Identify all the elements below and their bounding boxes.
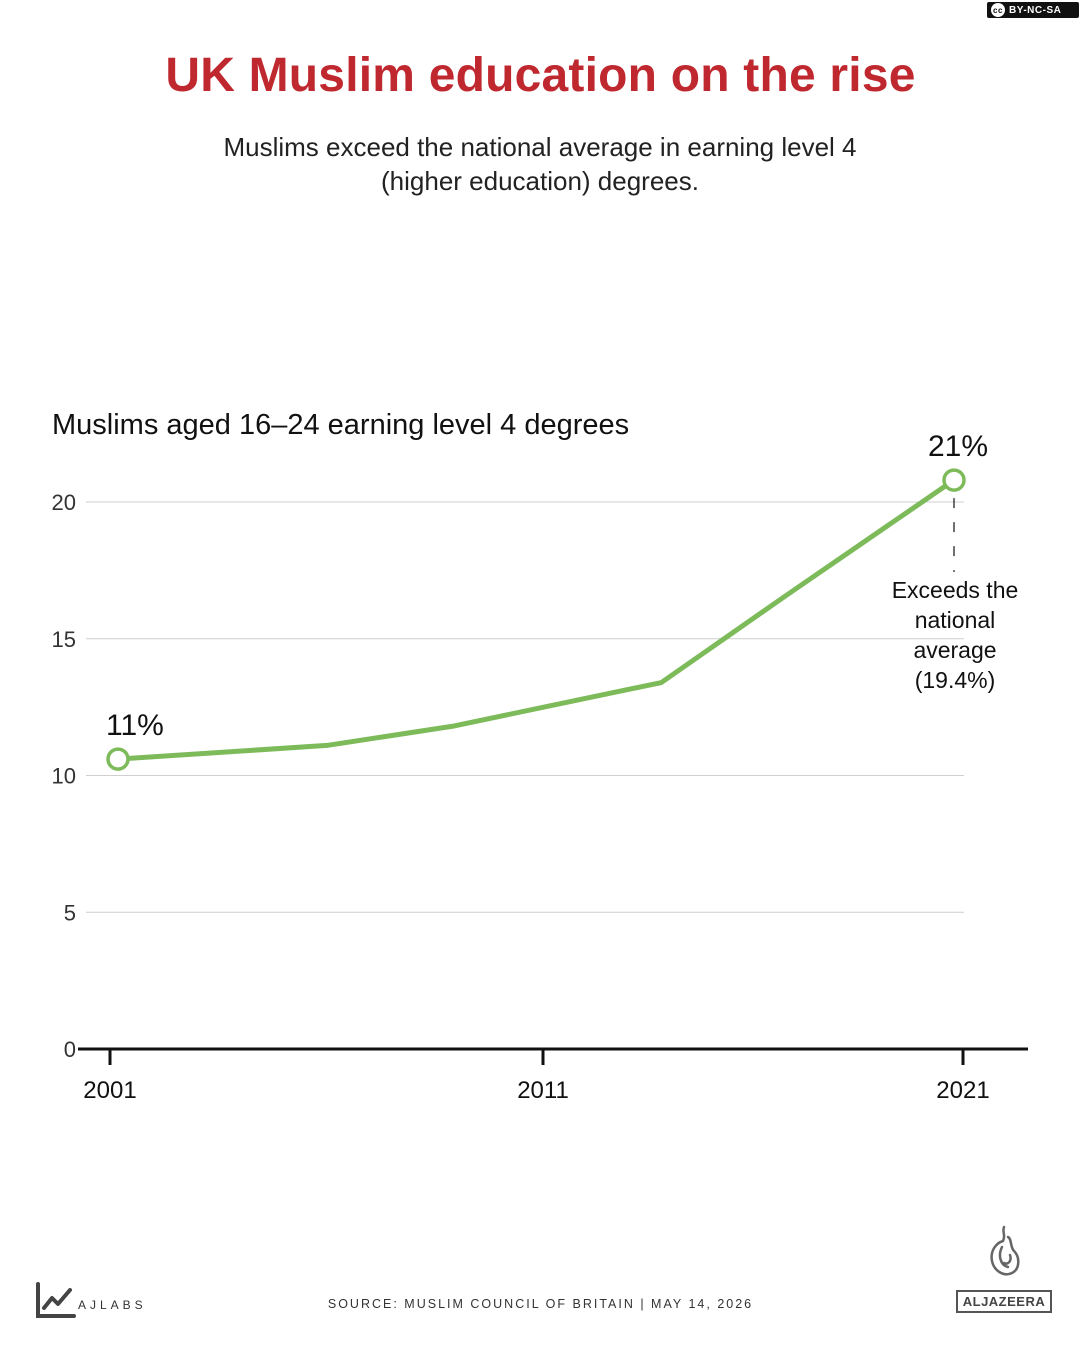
license-text: BY-NC-SA <box>1009 4 1062 16</box>
end-point-marker <box>942 468 966 492</box>
annotation-line-2: national <box>915 607 996 633</box>
x-tick-label-2021: 2021 <box>936 1077 989 1104</box>
annotation-line-1: Exceeds the <box>892 577 1019 603</box>
series-layer <box>106 468 966 771</box>
subtitle-line-2: (higher education) degrees. <box>381 166 699 196</box>
y-tick-label-10: 10 <box>52 764 76 789</box>
y-tick-label-5: 5 <box>64 900 76 925</box>
annotation-line-4: (19.4%) <box>915 667 996 693</box>
source-line: SOURCE: MUSLIM COUNCIL OF BRITAIN | MAY … <box>327 1297 754 1311</box>
series-line-0 <box>115 477 957 762</box>
line-chart-icon <box>36 1282 76 1318</box>
annotation-layer: 11% 21% Exceeds the national average (19.4%) <box>106 430 1018 742</box>
license-badge: cc BY-NC-SA <box>987 2 1079 18</box>
start-point-marker <box>106 747 130 771</box>
page-title: UK Muslim education on the rise <box>165 49 916 102</box>
aljazeera-logo: ALJAZEERA <box>956 1225 1052 1313</box>
annotation-line-3: average <box>913 637 996 663</box>
y-tick-label-15: 15 <box>52 627 76 652</box>
ajlabs-wordmark: AJLABS <box>78 1298 147 1312</box>
aljazeera-wordmark: ALJAZEERA <box>956 1290 1052 1313</box>
start-value-label: 11% <box>106 709 164 742</box>
aljazeera-emblem-icon <box>990 1225 1020 1276</box>
end-value-label: 21% <box>928 430 988 463</box>
y-tick-labels: 0 5 10 15 20 <box>52 490 76 1062</box>
creative-commons-icon: cc <box>991 3 1005 17</box>
y-tick-label-0: 0 <box>64 1037 76 1062</box>
ajlabs-logo: AJLABS <box>34 1282 147 1320</box>
x-tick-label-2001: 2001 <box>83 1077 136 1104</box>
page-subtitle: Muslims exceed the national average in e… <box>190 130 890 198</box>
y-tick-label-20: 20 <box>52 490 76 515</box>
gridlines <box>86 501 964 913</box>
x-axis: 2001 2011 2021 <box>78 1047 1028 1104</box>
x-tick-label-2011: 2011 <box>517 1077 569 1104</box>
chart-title: Muslims aged 16–24 earning level 4 degre… <box>52 409 629 441</box>
subtitle-line-1: Muslims exceed the national average in e… <box>223 132 857 162</box>
